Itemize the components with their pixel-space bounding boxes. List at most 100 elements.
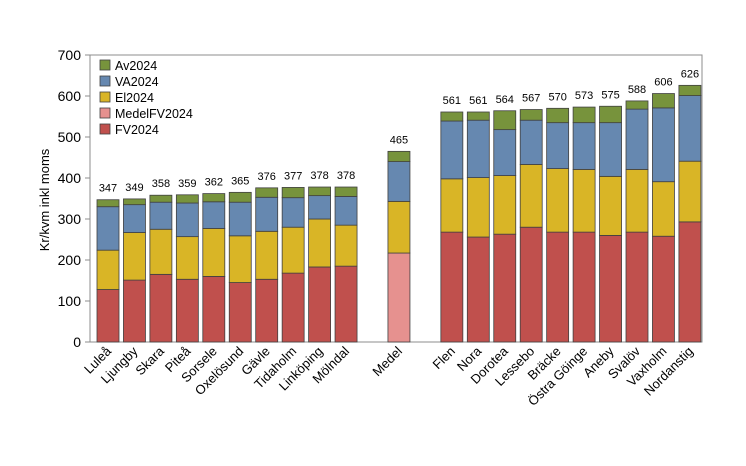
- bar-el2024-oxelosund: [228, 235, 252, 283]
- bar-el2024-ostra-goinge: [572, 168, 596, 233]
- legend-label-el2024: El2024: [115, 91, 154, 105]
- bar-va2024-medel: [387, 161, 411, 202]
- bar-av2024-lessebo: [519, 109, 543, 121]
- total-label-bracke: 570: [548, 91, 566, 103]
- total-label-nordanstig: 626: [681, 68, 699, 80]
- legend-label-va2024: VA2024: [115, 75, 159, 89]
- y-tick-label: 500: [58, 129, 82, 145]
- category-label-medel: Medel: [369, 343, 405, 379]
- bar-fv2024-aneby: [599, 234, 622, 343]
- bar-va2024-skara: [149, 201, 173, 230]
- y-axis-title: Kr/kvm inkl moms: [37, 148, 52, 251]
- bar-fv2024-nora: [466, 236, 490, 343]
- bar-va2024-nordanstig: [678, 95, 702, 162]
- bar-av2024-ljungby: [123, 198, 146, 206]
- bar-el2024-sorsele: [202, 228, 226, 277]
- y-tick-label: 600: [58, 88, 82, 104]
- total-label-svalov: 588: [628, 84, 646, 96]
- legend-swatch-medelfv2024: [99, 107, 111, 119]
- bar-va2024-lessebo: [519, 119, 543, 165]
- bar-fv2024-vaxholm: [652, 235, 675, 343]
- bar-av2024-bracke: [546, 107, 570, 124]
- total-label-ljungby: 349: [125, 182, 143, 194]
- total-label-tidaholm: 377: [284, 170, 302, 182]
- bar-va2024-gavle: [255, 196, 279, 232]
- bar-el2024-skara: [149, 228, 173, 275]
- legend-swatch-av2024: [99, 59, 111, 71]
- bar-el2024-lessebo: [519, 164, 543, 228]
- legend-label-av2024: Av2024: [115, 59, 157, 73]
- bar-va2024-lulea: [96, 206, 120, 251]
- bar-va2024-svalov: [625, 108, 649, 170]
- total-label-medel: 465: [390, 134, 408, 146]
- total-label-aneby: 575: [601, 89, 619, 101]
- total-label-nora: 561: [469, 95, 487, 107]
- legend-label-medelfv2024: MedelFV2024: [115, 107, 193, 121]
- bar-av2024-tidaholm: [281, 187, 305, 199]
- y-tick-label: 400: [58, 170, 82, 186]
- y-tick-label: 700: [58, 47, 82, 63]
- total-label-oxelosund: 365: [231, 175, 249, 187]
- legend-swatch-va2024: [99, 75, 111, 87]
- bar-el2024-gavle: [255, 230, 279, 280]
- bar-av2024-aneby: [599, 105, 622, 124]
- bar-fv2024-nordanstig: [678, 221, 702, 343]
- total-label-linkoping: 378: [310, 170, 328, 182]
- bar-va2024-aneby: [599, 122, 622, 177]
- total-label-lessebo: 567: [522, 93, 540, 105]
- y-tick-label: 100: [58, 293, 82, 309]
- bar-av2024-sorsele: [202, 193, 226, 203]
- bar-va2024-ostra-goinge: [572, 122, 596, 170]
- total-label-molndal: 378: [337, 170, 355, 182]
- bar-va2024-ljungby: [123, 204, 146, 233]
- bar-el2024-svalov: [625, 168, 649, 233]
- bar-fv2024-pitea: [175, 278, 199, 343]
- bar-el2024-flen: [440, 178, 464, 233]
- bar-el2024-ljungby: [123, 232, 146, 281]
- bar-fv2024-tidaholm: [281, 272, 305, 343]
- bar-av2024-dorotea: [493, 110, 517, 131]
- bar-av2024-skara: [149, 194, 173, 203]
- bar-fv2024-linkoping: [308, 266, 332, 343]
- bar-va2024-tidaholm: [281, 197, 305, 228]
- bar-fv2024-flen: [440, 231, 464, 343]
- legend-label-fv2024: FV2024: [115, 123, 159, 137]
- bar-va2024-molndal: [334, 196, 358, 226]
- bar-fv2024-ostra-goinge: [572, 231, 596, 343]
- bar-av2024-linkoping: [308, 186, 332, 197]
- bar-fv2024-bracke: [546, 231, 570, 343]
- total-label-dorotea: 564: [496, 94, 514, 106]
- bar-medelfv2024-medel: [387, 252, 411, 343]
- bar-va2024-linkoping: [308, 195, 332, 220]
- bar-fv2024-molndal: [334, 265, 358, 343]
- bar-el2024-dorotea: [493, 175, 517, 235]
- y-tick-label: 200: [58, 252, 82, 268]
- bar-av2024-ostra-goinge: [572, 106, 596, 124]
- bar-va2024-oxelosund: [228, 201, 252, 237]
- bar-av2024-medel: [387, 150, 411, 163]
- bar-el2024-nora: [466, 177, 490, 238]
- total-label-ostra-goinge: 573: [575, 90, 593, 102]
- legend-swatch-fv2024: [99, 123, 111, 135]
- bar-fv2024-gavle: [255, 278, 279, 343]
- bar-fv2024-lulea: [96, 289, 120, 343]
- bar-el2024-pitea: [175, 236, 199, 280]
- bar-va2024-vaxholm: [652, 107, 675, 183]
- bar-el2024-molndal: [334, 224, 358, 267]
- total-label-sorsele: 362: [205, 177, 223, 189]
- bar-va2024-pitea: [175, 202, 199, 238]
- bar-av2024-molndal: [334, 186, 358, 197]
- bar-av2024-pitea: [175, 194, 199, 204]
- bar-av2024-vaxholm: [652, 93, 675, 109]
- legend-swatch-el2024: [99, 91, 111, 103]
- bar-el2024-lulea: [96, 249, 120, 290]
- total-label-gavle: 376: [258, 171, 276, 183]
- bar-el2024-medel: [387, 200, 411, 254]
- total-label-lulea: 347: [99, 183, 117, 195]
- legend: Av2024 VA2024 El2024 MedelFV2024 FV2024: [99, 59, 193, 137]
- y-tick-label: 0: [73, 334, 81, 350]
- bar-el2024-vaxholm: [652, 181, 675, 237]
- bar-fv2024-dorotea: [493, 233, 517, 343]
- category-label-skara: Skara: [132, 343, 167, 378]
- bar-el2024-nordanstig: [678, 160, 702, 223]
